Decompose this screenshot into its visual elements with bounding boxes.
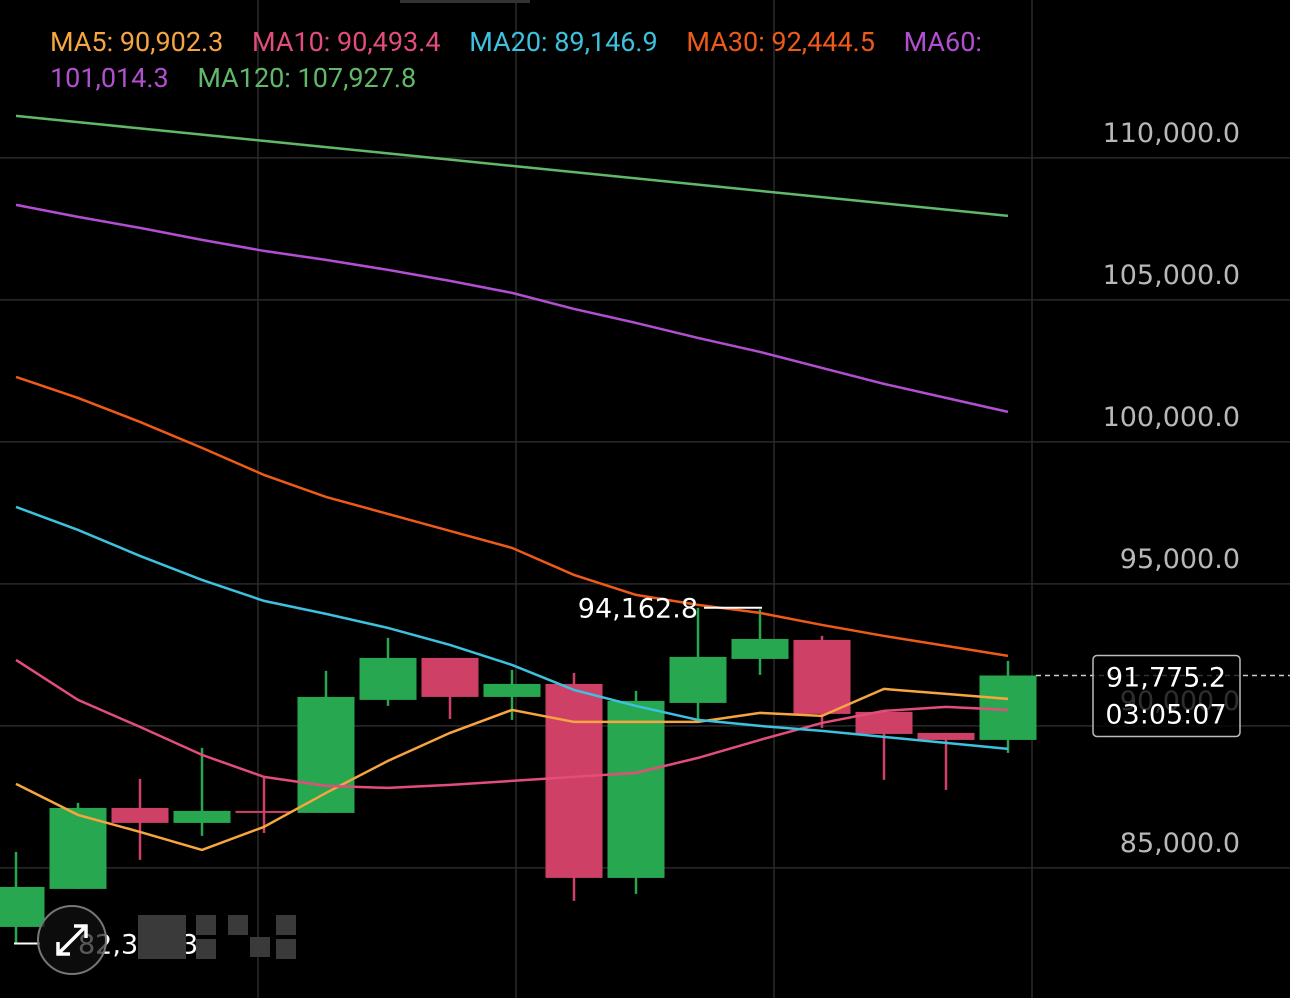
candle-body bbox=[793, 639, 851, 714]
legend-entry: MA20: 89,146.9 bbox=[469, 26, 658, 58]
candle-body bbox=[607, 700, 665, 878]
top-handle bbox=[400, 0, 530, 3]
watermark bbox=[138, 915, 296, 959]
ma-line bbox=[15, 375, 1009, 658]
countdown: 03:05:07 bbox=[1105, 700, 1226, 731]
ma-line bbox=[15, 203, 1009, 414]
ma-line bbox=[15, 687, 1009, 852]
high-marker-label: 94,162.8 bbox=[578, 594, 698, 625]
y-tick-label: 100,000.0 bbox=[1103, 402, 1240, 433]
legend: MA5: 90,902.3 MA10: 90,493.4 MA20: 89,14… bbox=[50, 24, 1090, 96]
candles bbox=[0, 607, 1037, 944]
candle-body bbox=[731, 638, 789, 659]
watermark-block bbox=[250, 937, 270, 957]
ma-lines bbox=[15, 114, 1009, 852]
candle-body bbox=[855, 711, 913, 734]
expand-icon[interactable] bbox=[56, 924, 88, 956]
legend-entry: MA30: 92,444.5 bbox=[686, 26, 875, 58]
ma-line bbox=[15, 505, 1009, 751]
grid: 85,000.090,000.095,000.0100,000.0105,000… bbox=[0, 118, 1290, 869]
candle-body bbox=[917, 732, 975, 740]
vertical-grid bbox=[257, 0, 1033, 998]
legend-entry: MA60: 101,014.3 bbox=[50, 26, 982, 94]
expand-button[interactable] bbox=[37, 905, 107, 975]
watermark-block bbox=[196, 915, 216, 935]
candle-body bbox=[421, 657, 479, 697]
watermark-block bbox=[138, 915, 186, 959]
candle-body bbox=[235, 810, 293, 813]
candle-body bbox=[979, 675, 1037, 740]
y-tick-label: 110,000.0 bbox=[1103, 118, 1240, 149]
legend-entry: MA10: 90,493.4 bbox=[252, 26, 441, 58]
y-tick-label: 105,000.0 bbox=[1103, 260, 1240, 291]
legend-entry: MA5: 90,902.3 bbox=[50, 26, 224, 58]
candle-body bbox=[173, 810, 231, 823]
candle-body bbox=[545, 683, 603, 878]
legend-entry: MA120: 107,927.8 bbox=[197, 62, 417, 94]
ma-line bbox=[15, 658, 1009, 790]
candle-body bbox=[49, 807, 107, 889]
candle-body bbox=[297, 696, 355, 813]
watermark-block bbox=[228, 915, 248, 935]
ma-line bbox=[15, 114, 1009, 218]
last-price-label: 91,775.2 bbox=[1106, 663, 1226, 694]
last-price-box bbox=[1092, 654, 1241, 738]
watermark-block bbox=[276, 915, 296, 935]
y-tick-label: 95,000.0 bbox=[1120, 544, 1240, 575]
candle-body bbox=[359, 657, 417, 700]
candle-body bbox=[669, 656, 727, 703]
y-tick-label: 85,000.0 bbox=[1120, 828, 1240, 859]
candle-body bbox=[0, 886, 45, 927]
watermark-block bbox=[276, 939, 296, 959]
candle-body bbox=[111, 807, 169, 823]
candle-body bbox=[483, 683, 541, 697]
watermark-block bbox=[196, 939, 216, 959]
